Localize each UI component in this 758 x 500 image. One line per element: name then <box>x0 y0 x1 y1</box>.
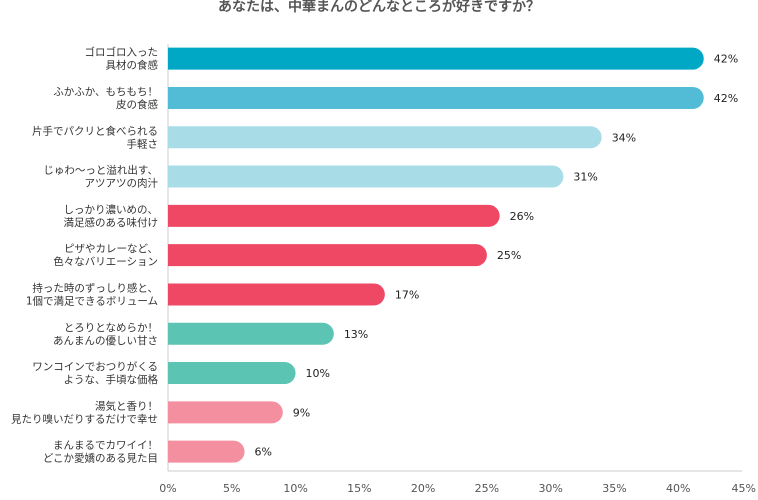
bar <box>168 362 296 385</box>
category-label-line: どこか愛嬌のある見た目 <box>43 452 158 465</box>
category-label-line: ような、手頃な価格 <box>64 373 159 386</box>
x-tick-label: 25% <box>475 482 499 495</box>
category-label-line: 持った時のずっしり感と、 <box>32 281 158 294</box>
bar <box>168 322 334 345</box>
x-tick-label: 0% <box>159 482 176 495</box>
category-label: 持った時のずっしり感と、 1個で満足できるボリューム <box>26 281 158 307</box>
category-label-line: ゴロゴロ入った <box>85 46 159 59</box>
bar <box>168 86 704 109</box>
category-label-line: ワンコインでおつりがくる <box>32 360 158 373</box>
x-tick-label: 30% <box>538 482 562 495</box>
category-label: ふかふか、もちもち！皮の食感 <box>53 86 158 111</box>
category-label-line: 皮の食感 <box>116 98 158 111</box>
category-label-line: アツアツの肉汁 <box>85 177 159 190</box>
category-label: まんまるでカワイイ！どこか愛嬌のある見た目 <box>43 440 158 465</box>
category-label-line: 片手でパクリと食べられる <box>32 124 158 137</box>
data-label: 42% <box>714 92 738 105</box>
bar <box>168 204 500 227</box>
category-label-line: とろりとなめらか！ <box>64 322 158 334</box>
data-label: 34% <box>612 131 636 144</box>
data-label: 9% <box>293 406 310 419</box>
data-label: 26% <box>510 210 534 223</box>
data-label: 10% <box>306 367 330 380</box>
chart-title: あなたは、中華まんのどんなところが好きですか？ <box>218 0 540 15</box>
x-tick-label: 35% <box>602 482 626 495</box>
category-label: じゅわ〜っと溢れ出す、アツアツの肉汁 <box>43 164 158 190</box>
bar <box>168 283 385 306</box>
bar <box>168 401 283 424</box>
category-label: ワンコインでおつりがくるような、手頃な価格 <box>32 360 158 386</box>
category-label: ピザやカレーなど、色々なバリエーション <box>53 243 158 268</box>
bar <box>168 126 602 149</box>
category-label: しっかり濃いめの、満足感のある味付け <box>64 203 159 229</box>
bar <box>168 244 487 267</box>
x-tick-label: 20% <box>411 482 435 495</box>
category-label: 湯気と香り！見たり嗅いだりするだけで幸せ <box>11 399 158 425</box>
bar <box>168 165 564 188</box>
category-label-line: 満足感のある味付け <box>64 216 159 229</box>
category-label-line: 色々なバリエーション <box>53 255 158 268</box>
data-label: 25% <box>497 249 521 262</box>
x-tick-label: 45% <box>732 482 756 495</box>
category-label-line: じゅわ〜っと溢れ出す、 <box>43 164 158 177</box>
x-tick-label: 15% <box>347 482 371 495</box>
bar <box>168 440 245 463</box>
category-label-line: しっかり濃いめの、 <box>64 203 159 216</box>
data-label: 17% <box>395 288 419 301</box>
category-label-line: ふかふか、もちもち！ <box>53 86 158 98</box>
category-label: 片手でパクリと食べられる手軽さ <box>32 124 158 150</box>
category-label-line: ピザやカレーなど、 <box>64 243 158 255</box>
data-label: 13% <box>344 328 368 341</box>
category-label: ゴロゴロ入った具材の食感 <box>85 46 159 72</box>
category-label-line: 手軽さ <box>127 137 159 150</box>
data-label: 42% <box>714 53 738 66</box>
category-label-line: まんまるでカワイイ！ <box>53 440 158 452</box>
category-label-line: 1個で満足できるボリューム <box>26 294 158 307</box>
category-label-line: 具材の食感 <box>106 59 159 72</box>
category-label: とろりとなめらか！あんまんの優しい甘さ <box>53 322 158 347</box>
x-tick-label: 10% <box>283 482 307 495</box>
category-label-line: 湯気と香り！ <box>95 399 158 412</box>
bar <box>168 47 704 70</box>
data-label: 31% <box>573 171 597 184</box>
x-tick-label: 40% <box>666 482 690 495</box>
category-label-line: あんまんの優しい甘さ <box>53 334 158 347</box>
x-tick-label: 5% <box>223 482 240 495</box>
category-label-line: 見たり嗅いだりするだけで幸せ <box>11 412 158 425</box>
data-label: 6% <box>255 446 272 459</box>
